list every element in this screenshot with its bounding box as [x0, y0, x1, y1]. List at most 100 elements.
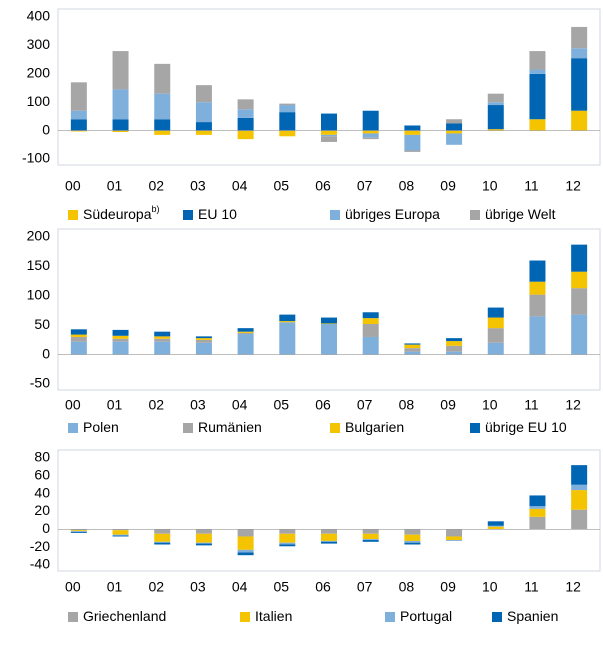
y-tick-label: 0 [42, 520, 50, 536]
y-tick-label: 60 [34, 467, 50, 483]
bar-segment [154, 341, 171, 355]
bar-segment [279, 321, 296, 323]
bar-segment [70, 336, 87, 342]
x-tick-label: 05 [274, 397, 290, 413]
bar-segment [70, 334, 87, 337]
bar-segment [279, 130, 296, 137]
bar-segment [529, 506, 546, 509]
legend-swatch [470, 210, 480, 220]
bar-segment [112, 119, 129, 131]
x-tick-label: 00 [65, 579, 81, 595]
y-tick-label: -50 [30, 375, 50, 391]
bar-segment [487, 102, 504, 106]
plot-frame [57, 449, 601, 572]
bar-segment [529, 260, 546, 282]
bar-segment [70, 329, 87, 335]
bar-segment [362, 529, 379, 534]
bar-segment [70, 130, 87, 132]
bar-segment [321, 113, 337, 131]
x-tick-label: 05 [274, 579, 290, 595]
legend-name: EU 10 [198, 206, 237, 222]
x-tick-label: 05 [274, 178, 290, 194]
bar-segment [487, 93, 504, 103]
x-tick-label: 03 [190, 178, 206, 194]
y-tick-label: 40 [34, 484, 50, 500]
bar-segment [362, 137, 379, 140]
bar-segment [362, 539, 379, 541]
legend-name: Südeuropa [83, 206, 152, 222]
bar-segment [237, 109, 254, 118]
y-tick-label: 150 [27, 257, 51, 273]
bar-segment [446, 338, 463, 342]
bar-segment [112, 535, 129, 537]
bar-segment [112, 329, 129, 336]
bar-segment [321, 533, 337, 541]
bar-segment [321, 540, 337, 542]
bar-segment [237, 328, 254, 332]
bar-segment [571, 48, 588, 59]
bar-segment [70, 530, 87, 532]
bar-segment [237, 529, 254, 537]
bar-segment [237, 334, 254, 355]
bar-segment [112, 130, 129, 133]
bar-segment [529, 51, 546, 70]
bar-segment [154, 130, 171, 135]
legend-name: Polen [83, 419, 119, 435]
bar-segment [279, 542, 296, 545]
y-tick-label: 0 [42, 345, 50, 361]
bar-segment [362, 324, 379, 337]
bar-segment [195, 342, 212, 355]
bar-segment [112, 529, 129, 531]
bar-segment [571, 110, 588, 131]
bar-segment [154, 541, 171, 543]
bar-segment [571, 58, 588, 111]
legend-name: übriges Europa [345, 206, 440, 222]
bar-segment [112, 335, 129, 339]
bar-segment [237, 552, 254, 556]
x-tick-label: 00 [65, 178, 81, 194]
x-tick-label: 01 [107, 579, 123, 595]
legend-swatch [330, 210, 340, 220]
bar-segment [154, 63, 171, 94]
legend-name: Bulgarien [345, 419, 404, 435]
bar-segment [70, 119, 87, 131]
x-tick-label: 02 [148, 178, 164, 194]
bar-segment [70, 110, 87, 120]
bar-segment [362, 110, 379, 131]
bar-segment [112, 338, 129, 342]
x-tick-label: 09 [440, 178, 456, 194]
x-tick-label: 00 [65, 397, 81, 413]
bar-segment [446, 133, 463, 145]
bar-segment [112, 51, 129, 90]
bar-segment [154, 119, 171, 131]
bar-segment [529, 69, 546, 74]
bar-segment [195, 130, 212, 135]
bar-segment [571, 288, 588, 315]
bar-segment [571, 484, 588, 491]
bar-segment [321, 130, 337, 135]
bar-segment [404, 542, 421, 545]
bar-segment [154, 93, 171, 120]
bar-segment [571, 244, 588, 272]
x-tick-label: 02 [148, 579, 164, 595]
bar-segment [195, 338, 212, 340]
bar-segment [529, 73, 546, 120]
legend-name: übrige EU 10 [485, 419, 567, 435]
legend-swatch [385, 612, 395, 622]
bar-segment [112, 534, 129, 536]
x-tick-label: 08 [399, 397, 415, 413]
bar-segment [279, 529, 296, 534]
legend-name: Rumänien [198, 419, 262, 435]
legend-name: Portugal [400, 608, 452, 624]
x-tick-label: 04 [232, 397, 248, 413]
bar-segment [362, 312, 379, 319]
bar-segment [529, 316, 546, 355]
legend-swatch [330, 423, 340, 433]
bar-segment [404, 134, 421, 151]
bar-segment [321, 529, 337, 534]
bar-segment [446, 119, 463, 124]
x-tick-label: 07 [357, 579, 373, 595]
y-tick-label: 200 [27, 228, 51, 244]
x-tick-label: 06 [315, 579, 331, 595]
